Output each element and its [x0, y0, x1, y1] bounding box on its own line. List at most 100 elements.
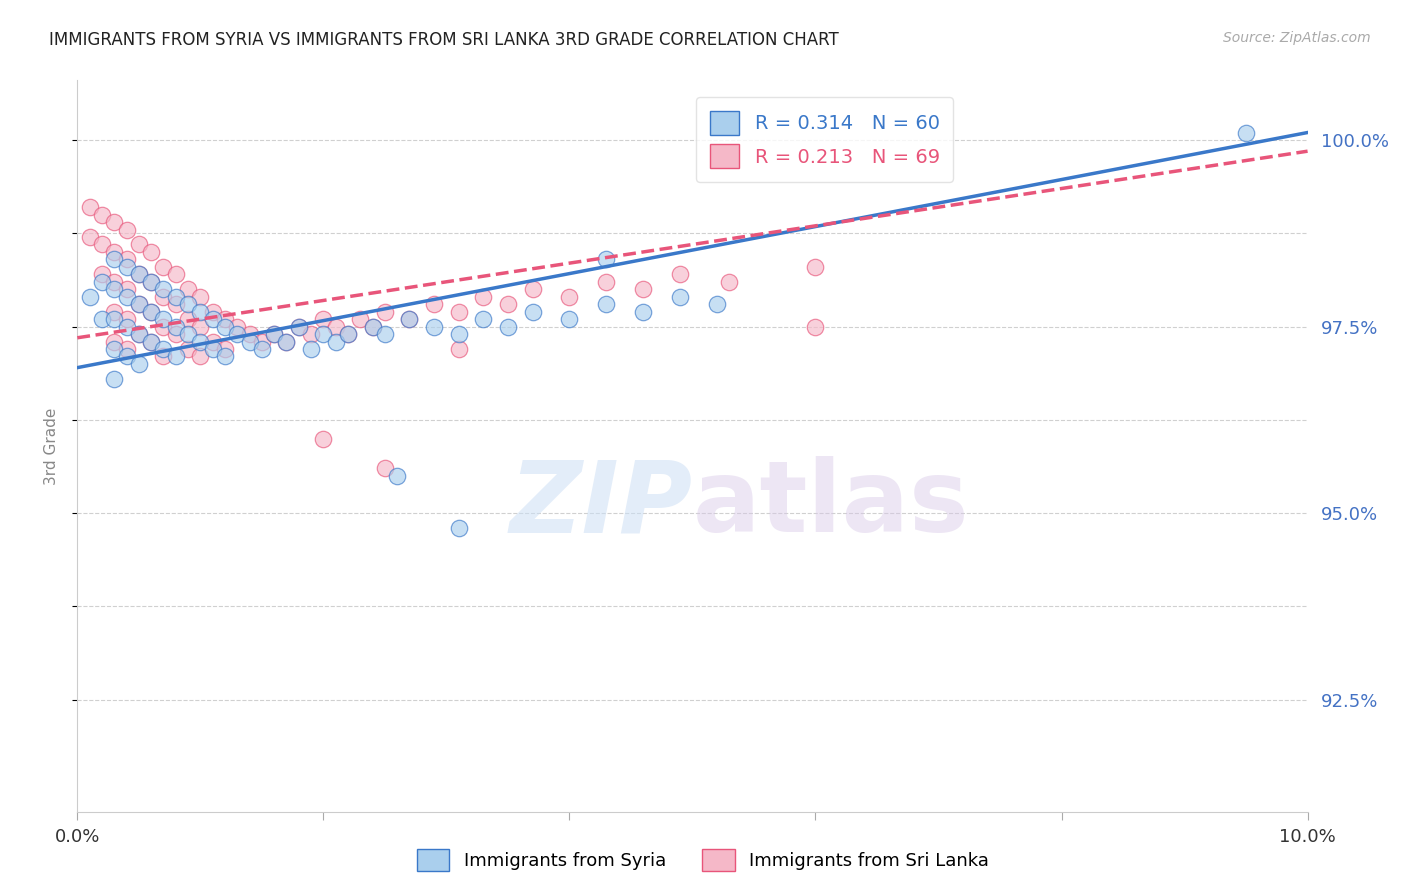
- Point: [239, 334, 262, 349]
- Point: [804, 319, 827, 334]
- Point: [385, 468, 409, 483]
- Point: [141, 275, 163, 289]
- Point: [103, 282, 125, 296]
- Point: [214, 319, 236, 334]
- Point: [128, 297, 150, 311]
- Text: ZIP: ZIP: [509, 456, 693, 553]
- Point: [128, 268, 150, 282]
- Point: [472, 290, 495, 304]
- Point: [398, 312, 420, 326]
- Point: [472, 312, 495, 326]
- Point: [115, 342, 138, 356]
- Point: [447, 521, 470, 535]
- Point: [706, 297, 728, 311]
- Point: [90, 268, 114, 282]
- Point: [152, 319, 174, 334]
- Point: [226, 319, 249, 334]
- Point: [595, 275, 617, 289]
- Point: [312, 432, 335, 446]
- Point: [165, 268, 187, 282]
- Point: [115, 222, 138, 236]
- Point: [447, 304, 470, 318]
- Point: [103, 334, 125, 349]
- Point: [152, 282, 174, 296]
- Point: [115, 290, 138, 304]
- Point: [361, 319, 384, 334]
- Point: [115, 312, 138, 326]
- Point: [90, 237, 114, 252]
- Point: [214, 350, 236, 364]
- Point: [669, 268, 692, 282]
- Point: [263, 326, 285, 341]
- Point: [496, 319, 519, 334]
- Point: [276, 334, 298, 349]
- Point: [325, 319, 347, 334]
- Point: [188, 350, 212, 364]
- Point: [558, 312, 581, 326]
- Point: [337, 326, 360, 341]
- Point: [79, 200, 101, 214]
- Point: [79, 230, 101, 244]
- Point: [165, 290, 187, 304]
- Point: [177, 326, 200, 341]
- Point: [595, 297, 617, 311]
- Point: [128, 326, 150, 341]
- Point: [447, 326, 470, 341]
- Point: [141, 304, 163, 318]
- Point: [214, 342, 236, 356]
- Point: [558, 290, 581, 304]
- Point: [152, 312, 174, 326]
- Point: [250, 334, 273, 349]
- Point: [349, 312, 371, 326]
- Point: [115, 350, 138, 364]
- Point: [90, 208, 114, 222]
- Point: [141, 275, 163, 289]
- Point: [103, 252, 125, 267]
- Legend: Immigrants from Syria, Immigrants from Sri Lanka: Immigrants from Syria, Immigrants from S…: [409, 842, 997, 879]
- Point: [312, 326, 335, 341]
- Point: [90, 312, 114, 326]
- Point: [423, 319, 446, 334]
- Point: [103, 372, 125, 386]
- Point: [165, 297, 187, 311]
- Point: [152, 290, 174, 304]
- Point: [239, 326, 262, 341]
- Point: [226, 326, 249, 341]
- Point: [128, 297, 150, 311]
- Point: [325, 334, 347, 349]
- Point: [250, 342, 273, 356]
- Point: [398, 312, 420, 326]
- Point: [141, 304, 163, 318]
- Point: [177, 282, 200, 296]
- Point: [447, 342, 470, 356]
- Point: [177, 297, 200, 311]
- Point: [165, 350, 187, 364]
- Point: [128, 268, 150, 282]
- Point: [152, 350, 174, 364]
- Point: [804, 260, 827, 274]
- Point: [90, 275, 114, 289]
- Point: [522, 304, 544, 318]
- Point: [103, 304, 125, 318]
- Point: [141, 334, 163, 349]
- Point: [115, 260, 138, 274]
- Point: [79, 290, 101, 304]
- Point: [165, 326, 187, 341]
- Point: [115, 252, 138, 267]
- Point: [165, 319, 187, 334]
- Point: [669, 290, 692, 304]
- Point: [263, 326, 285, 341]
- Point: [115, 319, 138, 334]
- Point: [177, 342, 200, 356]
- Point: [115, 282, 138, 296]
- Point: [214, 312, 236, 326]
- Point: [188, 304, 212, 318]
- Point: [522, 282, 544, 296]
- Point: [152, 342, 174, 356]
- Point: [103, 215, 125, 229]
- Text: Source: ZipAtlas.com: Source: ZipAtlas.com: [1223, 31, 1371, 45]
- Point: [188, 334, 212, 349]
- Point: [201, 342, 224, 356]
- Point: [496, 297, 519, 311]
- Point: [595, 252, 617, 267]
